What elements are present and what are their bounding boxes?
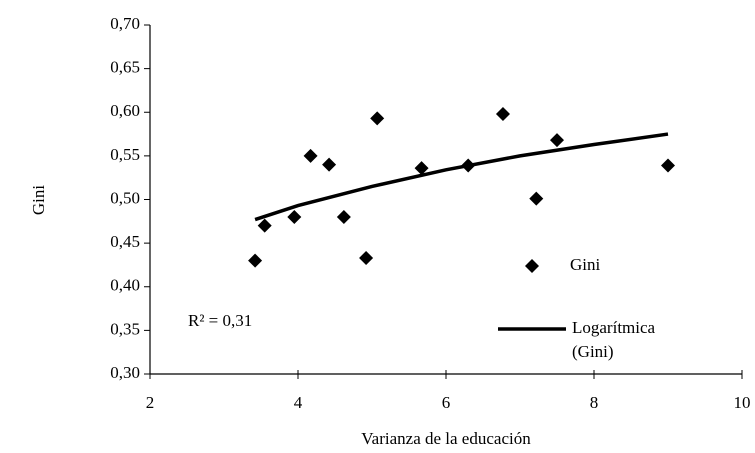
scatter-point <box>336 209 351 224</box>
y-tick-label: 0,40 <box>110 276 140 295</box>
legend-label: Logarítmica (Gini) <box>572 318 656 361</box>
y-tick-label: 0,30 <box>110 363 140 382</box>
y-tick-label: 0,70 <box>110 14 140 33</box>
scatter-point <box>248 253 263 268</box>
scatter-point <box>661 158 675 173</box>
x-tick-label: 10 <box>734 393 751 412</box>
annotation: R² = 0,31 <box>188 311 252 330</box>
y-tick-label: 0,60 <box>110 101 140 120</box>
scatter-point <box>414 161 429 176</box>
x-tick-label: 2 <box>146 393 155 412</box>
y-tick-label: 0,65 <box>110 58 140 77</box>
x-tick-label: 4 <box>294 393 303 412</box>
x-tick-label: 8 <box>590 393 599 412</box>
x-axis-label: Varianza de la educación <box>361 429 531 448</box>
scatter-point <box>529 191 544 206</box>
y-tick-label: 0,55 <box>110 145 140 164</box>
y-axis-label: Gini <box>29 185 48 216</box>
legend-label: Gini <box>570 255 601 274</box>
trendline <box>254 132 669 222</box>
scatter-point <box>550 133 564 148</box>
legend-marker <box>525 259 539 273</box>
y-tick-label: 0,35 <box>110 319 140 338</box>
scatter-point <box>257 218 272 233</box>
scatter-point <box>370 111 385 126</box>
scatter-point <box>359 250 374 265</box>
scatter-point <box>495 106 510 121</box>
scatter-point <box>287 209 302 224</box>
y-tick-label: 0,50 <box>110 188 140 207</box>
scatter-point <box>303 148 318 163</box>
x-tick-label: 6 <box>442 393 451 412</box>
scatter-point <box>322 157 337 172</box>
y-tick-label: 0,45 <box>110 232 140 251</box>
